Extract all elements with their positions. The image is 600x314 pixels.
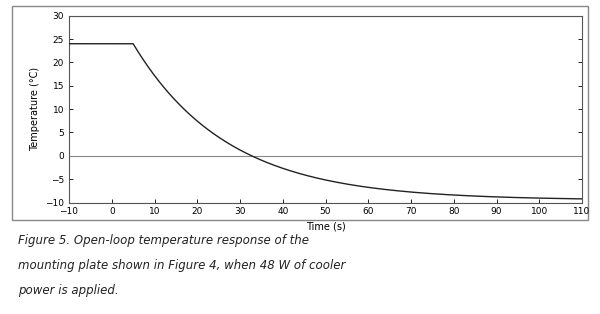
Text: power is applied.: power is applied.: [18, 284, 119, 297]
X-axis label: Time (s): Time (s): [305, 222, 346, 232]
Y-axis label: Temperature (°C): Temperature (°C): [29, 67, 40, 151]
Text: mounting plate shown in Figure 4, when 48 W of cooler: mounting plate shown in Figure 4, when 4…: [18, 259, 346, 272]
Text: Figure 5. Open-loop temperature response of the: Figure 5. Open-loop temperature response…: [18, 234, 309, 247]
